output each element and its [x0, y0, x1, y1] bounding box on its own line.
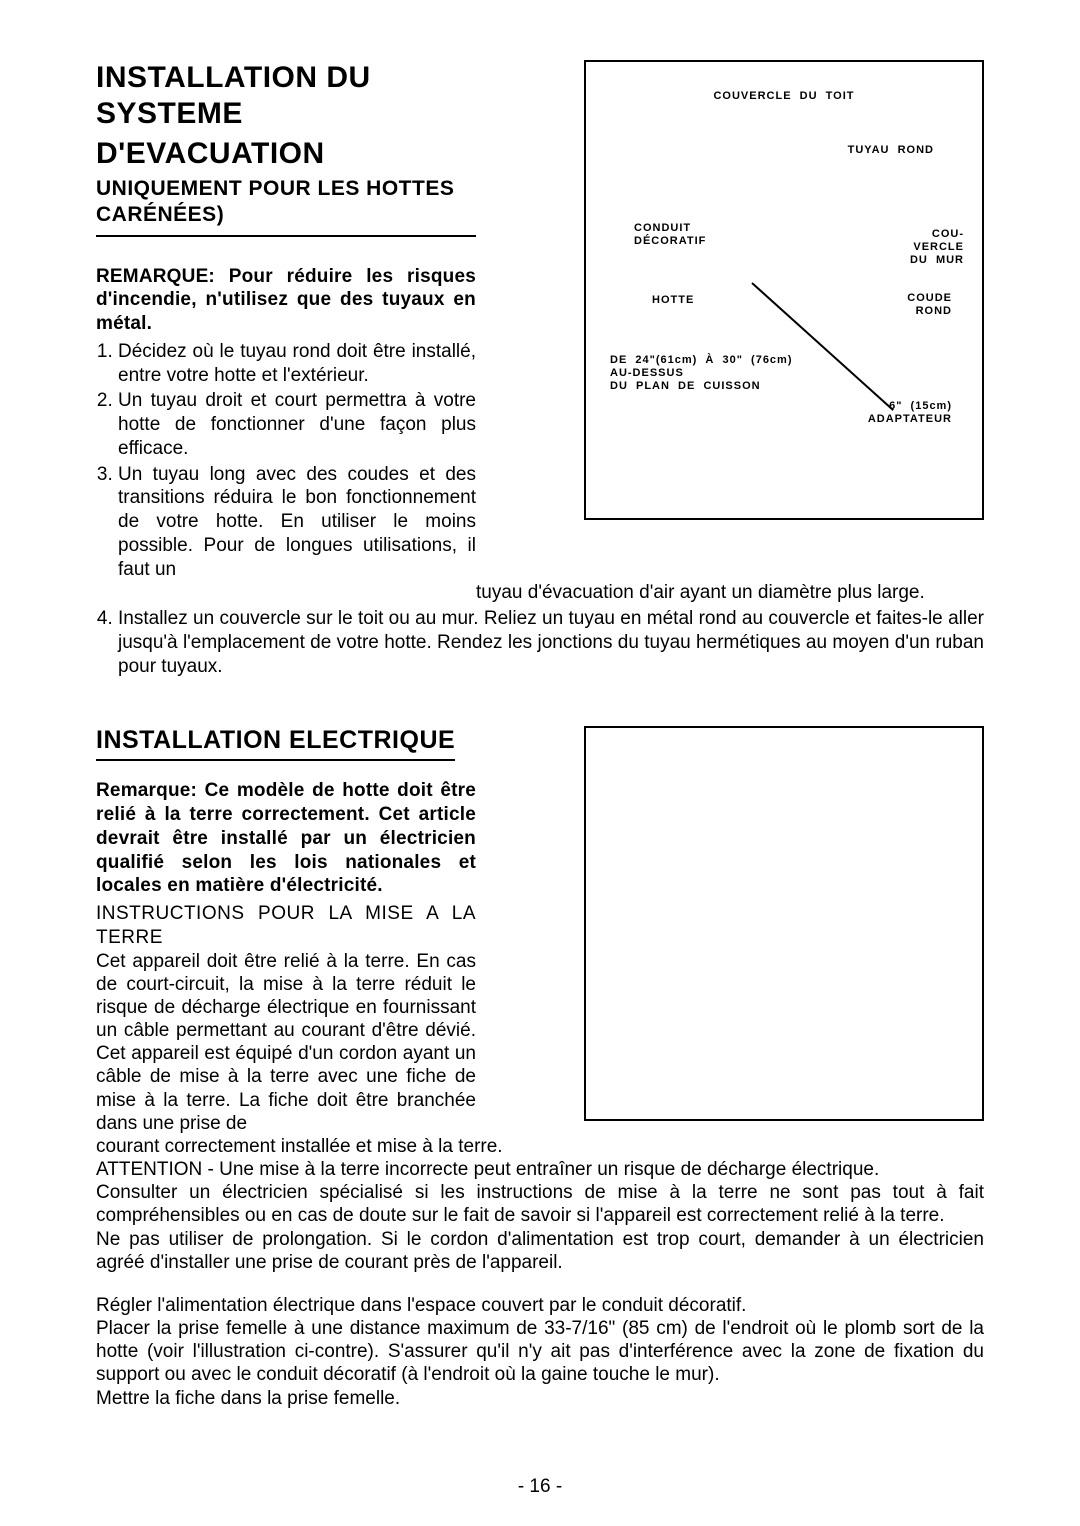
step-3b: tuyau d'évacuation d'air ayant un diamèt… — [118, 581, 984, 605]
section1-subtitle-line2: CARÉNÉES) — [96, 202, 476, 228]
section2-p5: Régler l'alimentation électrique dans l'… — [96, 1294, 984, 1317]
diagram-electrical — [584, 726, 984, 1121]
content-area: COUVERCLE DU TOIT TUYAU ROND CONDUIT DÉC… — [96, 60, 984, 1410]
step-4: Installez un couvercle sur le toit ou au… — [118, 607, 984, 678]
section2-p7: Mettre la fiche dans la prise femelle. — [96, 1387, 984, 1410]
section1-steps: Décidez où le tuyau rond doit être insta… — [96, 340, 476, 582]
section2-p1b: courant correctement installée et mise à… — [96, 1135, 984, 1158]
label-hood: HOTTE — [652, 294, 694, 307]
section1-rule — [96, 235, 476, 237]
section1-title-line1: INSTALLATION DU SYSTEME — [96, 60, 476, 132]
section2-p4: Ne pas utiliser de prolongation. Si le c… — [96, 1228, 984, 1274]
section2-p6: Placer la prise femelle à une distance m… — [96, 1317, 984, 1387]
section2-p1a: Cet appareil doit être relié à la terre.… — [96, 950, 476, 1135]
section2-p3: Consulter un électricien spécialisé si l… — [96, 1181, 984, 1227]
label-wall-cap: COU- VERCLE DU MUR — [910, 228, 964, 268]
section2-subhead: INSTRUCTIONS POUR LA MISE A LA TERRE — [96, 902, 476, 950]
label-round-duct: TUYAU ROND — [848, 144, 934, 157]
section2-p2: ATTENTION - Une mise à la terre incorrec… — [96, 1158, 984, 1181]
section1-left-column: INSTALLATION DU SYSTEME D'EVACUATION UNI… — [96, 60, 476, 583]
section2-left-column: INSTALLATION ELECTRIQUE Remarque: Ce mod… — [96, 726, 476, 1135]
section1-note: REMARQUE: Pour réduire les risques d'inc… — [96, 265, 476, 336]
section2-note: Remarque: Ce modèle de hotte doit être r… — [96, 779, 476, 898]
section2-title: INSTALLATION ELECTRIQUE — [96, 726, 455, 761]
step-3a: Un tuyau long avec des coudes et des tra… — [118, 463, 476, 582]
label-decorative-flue: CONDUIT DÉCORATIF — [634, 222, 706, 248]
section1-step4-list: Installez un couvercle sur le toit ou au… — [96, 607, 984, 678]
section-electrical: INSTALLATION ELECTRIQUE Remarque: Ce mod… — [96, 726, 984, 1410]
label-adapter: 6" (15cm) ADAPTATEUR — [868, 400, 952, 426]
step-2: Un tuyau droit et court permettra à votr… — [118, 389, 476, 460]
document-page: COUVERCLE DU TOIT TUYAU ROND CONDUIT DÉC… — [0, 0, 1080, 1526]
page-number: - 16 - — [0, 1476, 1080, 1498]
label-clearance: DE 24"(61cm) À 30" (76cm) AU-DESSUS DU P… — [610, 354, 793, 394]
section1-subtitle-line1: UNIQUEMENT POUR LES HOTTES — [96, 176, 476, 202]
section-ductwork: COUVERCLE DU TOIT TUYAU ROND CONDUIT DÉC… — [96, 60, 984, 680]
step-1: Décidez où le tuyau rond doit être insta… — [118, 340, 476, 388]
label-round-elbow: COUDE ROND — [907, 292, 952, 318]
section1-title-line2: D'EVACUATION — [96, 136, 476, 172]
section1-steps-cont: tuyau d'évacuation d'air ayant un diamèt… — [96, 581, 984, 605]
diagram-ductwork: COUVERCLE DU TOIT TUYAU ROND CONDUIT DÉC… — [584, 60, 984, 520]
label-roof-cap: COUVERCLE DU TOIT — [586, 90, 982, 103]
